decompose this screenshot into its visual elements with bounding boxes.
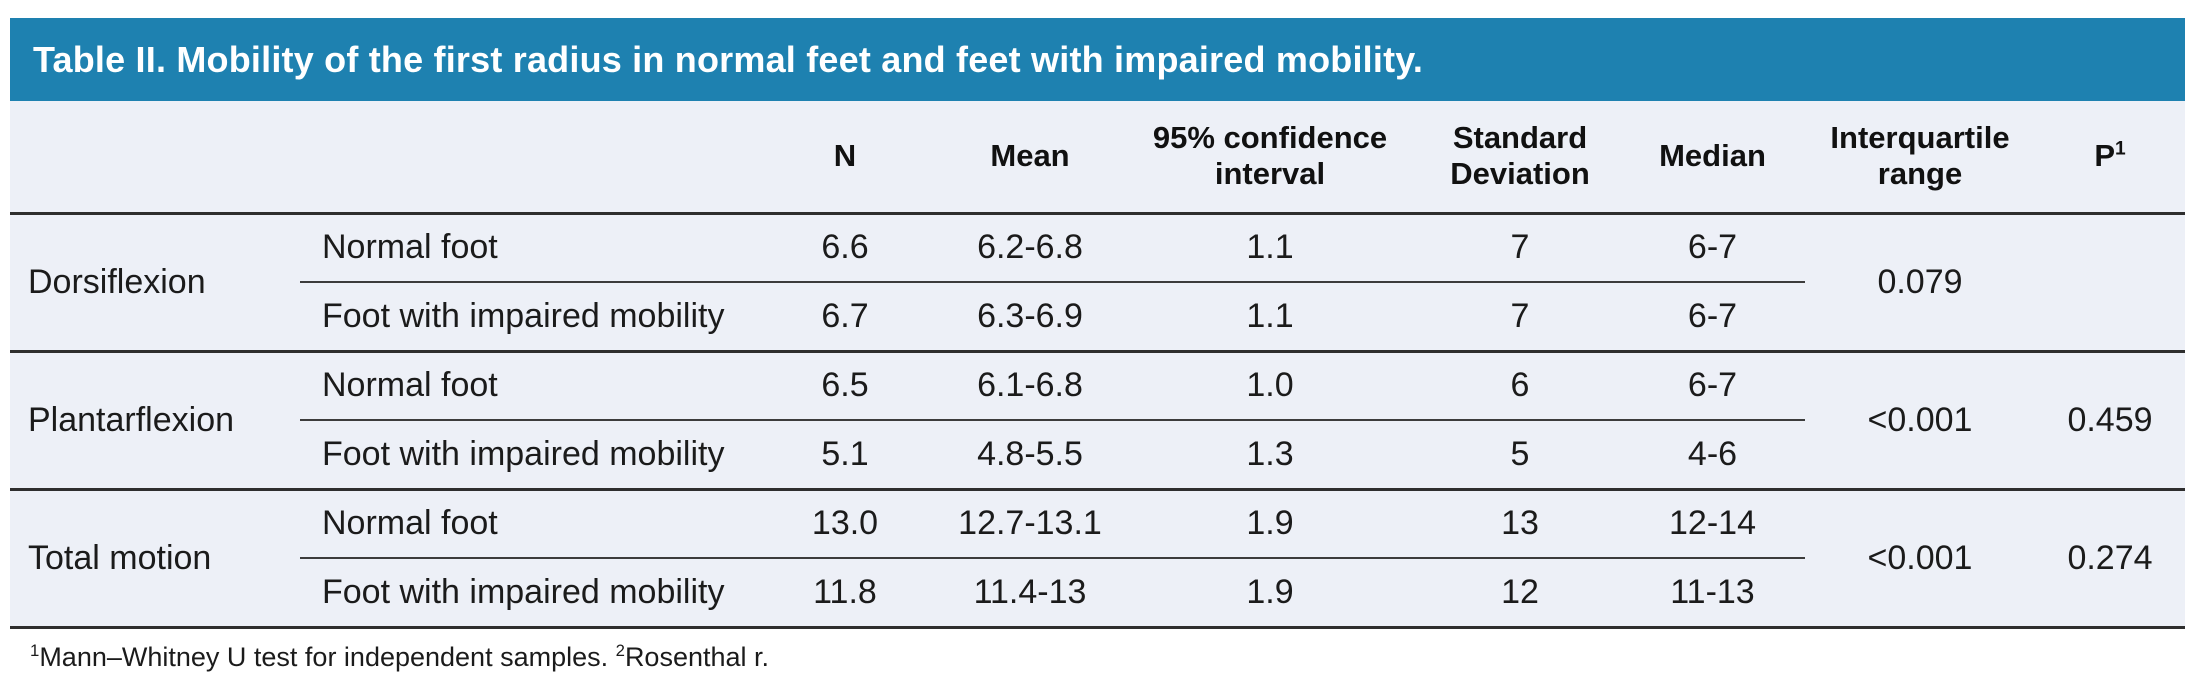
sd-cell: 13: [1420, 489, 1620, 559]
median-cell: 6-7: [1620, 351, 1805, 421]
iqr-cell: 0.079: [1805, 213, 2035, 353]
n-cell: 6.7: [750, 282, 940, 353]
sd-cell: 7: [1420, 213, 1620, 283]
header-p-label: P: [2094, 137, 2115, 173]
p-cell: 0.274: [2035, 489, 2185, 629]
mean-cell: 6.2-6.8: [940, 213, 1120, 283]
condition-cell: Foot with impaired mobility: [300, 420, 750, 491]
header-confidence-interval: 95% confidence interval: [1120, 101, 1420, 215]
median-cell: 12-14: [1620, 489, 1805, 559]
mean-cell: 6.3-6.9: [940, 282, 1120, 353]
table-card: Table II. Mobility of the first radius i…: [10, 18, 2185, 673]
ci-cell: 1.9: [1120, 489, 1420, 559]
sd-cell: 5: [1420, 420, 1620, 491]
table-row: Total motion Normal foot 13.0 12.7-13.1 …: [10, 489, 2185, 629]
ci-cell: 1.3: [1120, 420, 1420, 491]
condition-cell: Foot with impaired mobility: [300, 558, 750, 629]
ci-cell: 1.0: [1120, 351, 1420, 421]
footnote-text-2: Rosenthal r.: [624, 641, 770, 672]
header-median: Median: [1620, 101, 1805, 215]
table-footnote: 1Mann–Whitney U test for independent sam…: [10, 628, 2185, 673]
iqr-cell: <0.001: [1805, 489, 2035, 629]
condition-cell: Normal foot: [300, 351, 750, 421]
median-cell: 6-7: [1620, 213, 1805, 283]
condition-cell: Normal foot: [300, 213, 750, 283]
table-title-bar: Table II. Mobility of the first radius i…: [10, 18, 2185, 101]
table-row: Foot with impaired mobility 11.8 11.4-13…: [10, 558, 2185, 629]
header-n: N: [750, 101, 940, 215]
row-group-label-plantarflexion: Plantarflexion: [10, 351, 300, 491]
row-group-label-total-motion: Total motion: [10, 489, 300, 629]
n-cell: 5.1: [750, 420, 940, 491]
n-cell: 6.5: [750, 351, 940, 421]
n-cell: 13.0: [750, 489, 940, 559]
mobility-table: N Mean 95% confidence interval Standard …: [10, 101, 2185, 629]
footnote-text-1: Mann–Whitney U test for independent samp…: [39, 641, 616, 672]
mean-cell: 11.4-13: [940, 558, 1120, 629]
mean-cell: 6.1-6.8: [940, 351, 1120, 421]
table-row: Plantarflexion Normal foot 6.5 6.1-6.8 1…: [10, 351, 2185, 491]
median-cell: 11-13: [1620, 558, 1805, 629]
header-p: P1: [2035, 101, 2185, 215]
mean-cell: 12.7-13.1: [940, 489, 1120, 559]
sd-cell: 7: [1420, 282, 1620, 353]
header-p-superscript: 1: [2115, 138, 2126, 160]
p-cell: 0.459: [2035, 351, 2185, 491]
footnote-superscript-2: 2: [615, 640, 625, 660]
header-mean: Mean: [940, 101, 1120, 215]
table-row: Dorsiflexion Normal foot 6.6 6.2-6.8 1.1…: [10, 213, 2185, 353]
ci-cell: 1.1: [1120, 282, 1420, 353]
condition-cell: Normal foot: [300, 489, 750, 559]
sd-cell: 6: [1420, 351, 1620, 421]
sd-cell: 12: [1420, 558, 1620, 629]
row-group-label-dorsiflexion: Dorsiflexion: [10, 213, 300, 353]
table-row: Foot with impaired mobility 6.7 6.3-6.9 …: [10, 282, 2185, 353]
n-cell: 11.8: [750, 558, 940, 629]
n-cell: 6.6: [750, 213, 940, 283]
ci-cell: 1.1: [1120, 213, 1420, 283]
footnote-superscript-1: 1: [30, 640, 40, 660]
condition-cell: Foot with impaired mobility: [300, 282, 750, 353]
median-cell: 4-6: [1620, 420, 1805, 491]
table-row: Foot with impaired mobility 5.1 4.8-5.5 …: [10, 420, 2185, 491]
header-empty-group: [10, 101, 300, 215]
header-row: N Mean 95% confidence interval Standard …: [10, 101, 2185, 215]
header-interquartile-range: Interquartile range: [1805, 101, 2035, 215]
ci-cell: 1.9: [1120, 558, 1420, 629]
iqr-cell: <0.001: [1805, 351, 2035, 491]
table-title: Table II. Mobility of the first radius i…: [33, 38, 1424, 80]
median-cell: 6-7: [1620, 282, 1805, 353]
header-standard-deviation: Standard Deviation: [1420, 101, 1620, 215]
p-cell: [2035, 213, 2185, 353]
mean-cell: 4.8-5.5: [940, 420, 1120, 491]
header-empty-condition: [300, 101, 750, 215]
